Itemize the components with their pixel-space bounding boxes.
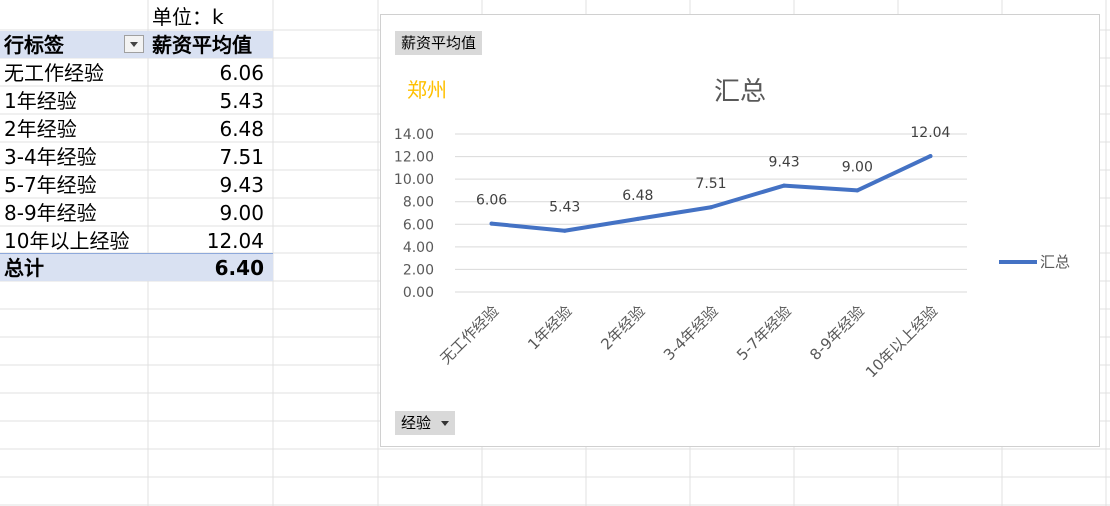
row-value: 9.00 bbox=[219, 201, 264, 225]
data-point bbox=[782, 183, 787, 188]
chart-title: 汇总 bbox=[714, 77, 766, 107]
row-labels-header: 行标签 bbox=[4, 33, 64, 57]
data-label: 9.00 bbox=[842, 159, 873, 175]
x-tick-label: 5-7年经验 bbox=[733, 302, 795, 364]
y-tick-label: 12.00 bbox=[394, 150, 434, 166]
row-value: 6.48 bbox=[219, 117, 264, 141]
axis-field-button[interactable]: 经验 bbox=[395, 411, 456, 435]
data-point bbox=[928, 154, 933, 159]
row-label: 2年经验 bbox=[4, 117, 77, 141]
data-point bbox=[709, 205, 713, 210]
y-tick-label: 4.00 bbox=[403, 240, 434, 256]
row-label: 3-4年经验 bbox=[4, 145, 97, 169]
row-value: 7.51 bbox=[219, 145, 264, 169]
legend-label: 汇总 bbox=[1040, 253, 1070, 271]
data-label: 6.48 bbox=[622, 188, 653, 204]
value-header: 薪资平均值 bbox=[152, 33, 252, 57]
chevron-down-icon bbox=[441, 421, 450, 426]
row-label: 无工作经验 bbox=[4, 61, 104, 85]
row-value: 5.43 bbox=[219, 89, 264, 113]
data-point bbox=[635, 216, 640, 221]
axis-field-label: 经验 bbox=[401, 414, 432, 432]
x-tick-label: 2年经验 bbox=[597, 302, 648, 353]
x-tick-label: 8-9年经验 bbox=[806, 302, 868, 364]
row-value: 12.04 bbox=[206, 229, 264, 253]
x-tick-label: 无工作经验 bbox=[437, 302, 503, 368]
total-label: 总计 bbox=[4, 256, 44, 280]
data-point bbox=[489, 221, 494, 226]
data-label: 6.06 bbox=[476, 193, 507, 209]
data-point bbox=[562, 228, 567, 233]
pivot-total-band bbox=[0, 253, 273, 281]
row-value: 6.06 bbox=[219, 61, 264, 85]
row-label: 5-7年经验 bbox=[4, 173, 97, 197]
x-tick-label: 3-4年经验 bbox=[660, 302, 722, 364]
x-tick-label: 1年经验 bbox=[524, 302, 575, 353]
row-label: 10年以上经验 bbox=[4, 229, 130, 253]
row-label: 1年经验 bbox=[4, 89, 77, 113]
y-tick-label: 10.00 bbox=[394, 172, 434, 188]
row-label: 8-9年经验 bbox=[4, 201, 97, 225]
row-labels-filter-button[interactable] bbox=[124, 35, 144, 53]
y-tick-label: 6.00 bbox=[403, 217, 434, 233]
value-field-button[interactable]: 薪资平均值 bbox=[395, 31, 483, 55]
y-tick-label: 2.00 bbox=[403, 262, 434, 278]
data-label: 5.43 bbox=[549, 200, 580, 216]
data-label: 7.51 bbox=[695, 176, 726, 192]
row-value: 9.43 bbox=[219, 173, 264, 197]
x-tick-label: 10年以上经验 bbox=[862, 302, 941, 381]
data-label: 12.04 bbox=[910, 125, 950, 141]
data-point bbox=[855, 188, 860, 193]
y-tick-label: 14.00 bbox=[394, 127, 434, 143]
data-label: 9.43 bbox=[769, 155, 800, 171]
y-tick-label: 8.00 bbox=[403, 195, 434, 211]
line-chart: 汇总 郑州 0.00 2.00 4.00 6.00 8.00 10.00 12.00 14.00 无… bbox=[394, 77, 1070, 381]
unit-label: 单位：k bbox=[152, 5, 224, 29]
total-value: 6.40 bbox=[214, 256, 264, 280]
pivot-chart[interactable]: 薪资平均值 经验 汇总 郑州 0.00 2.00 4.00 6.00 8.00 10.00 12… bbox=[380, 14, 1100, 447]
y-tick-label: 0.00 bbox=[403, 285, 434, 301]
city-annotation: 郑州 bbox=[407, 78, 447, 102]
